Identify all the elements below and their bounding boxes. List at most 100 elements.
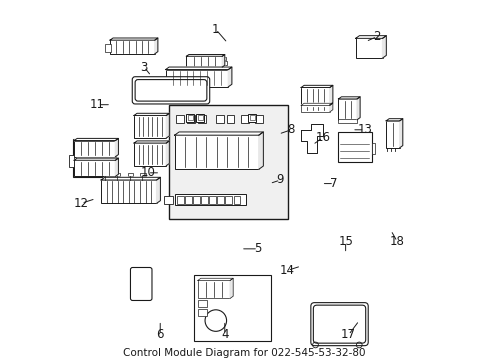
Bar bbox=[225, 196, 231, 204]
Bar bbox=[176, 115, 184, 123]
Text: 2: 2 bbox=[373, 30, 380, 43]
Polygon shape bbox=[166, 141, 169, 166]
Bar bbox=[241, 115, 248, 123]
Polygon shape bbox=[74, 158, 118, 160]
Polygon shape bbox=[356, 97, 359, 120]
Bar bbox=[338, 99, 356, 120]
Polygon shape bbox=[115, 158, 118, 176]
Polygon shape bbox=[382, 36, 386, 58]
Polygon shape bbox=[74, 138, 118, 140]
Text: 3: 3 bbox=[140, 60, 147, 73]
Text: 6: 6 bbox=[156, 328, 163, 341]
Bar bbox=[222, 60, 226, 65]
Bar bbox=[186, 114, 194, 122]
Bar bbox=[201, 196, 207, 204]
Bar bbox=[198, 115, 205, 123]
Text: 14: 14 bbox=[280, 264, 294, 277]
Polygon shape bbox=[101, 177, 160, 180]
Text: 5: 5 bbox=[254, 242, 261, 255]
Bar bbox=[73, 139, 116, 177]
Bar bbox=[222, 57, 225, 60]
Bar bbox=[185, 196, 191, 204]
Text: Control Module Diagram for 022-545-53-32-80: Control Module Diagram for 022-545-53-32… bbox=[123, 348, 365, 358]
Text: 15: 15 bbox=[338, 235, 352, 248]
Bar bbox=[233, 196, 240, 204]
Bar bbox=[194, 275, 271, 341]
Bar bbox=[226, 115, 234, 123]
Bar bbox=[198, 300, 206, 307]
FancyBboxPatch shape bbox=[132, 77, 209, 104]
Polygon shape bbox=[228, 67, 231, 87]
FancyBboxPatch shape bbox=[313, 305, 365, 343]
Text: 7: 7 bbox=[330, 177, 337, 190]
Polygon shape bbox=[222, 54, 224, 67]
Polygon shape bbox=[301, 103, 332, 105]
Text: 13: 13 bbox=[356, 123, 371, 136]
Polygon shape bbox=[355, 36, 386, 39]
Bar bbox=[196, 114, 203, 122]
Polygon shape bbox=[386, 119, 402, 121]
Bar bbox=[110, 40, 155, 54]
Polygon shape bbox=[329, 103, 332, 112]
Bar bbox=[193, 196, 199, 204]
Text: 17: 17 bbox=[340, 328, 355, 341]
Polygon shape bbox=[301, 125, 322, 153]
Bar bbox=[74, 160, 115, 176]
Polygon shape bbox=[399, 119, 402, 148]
Text: 10: 10 bbox=[140, 166, 155, 179]
Polygon shape bbox=[186, 54, 224, 56]
Text: 16: 16 bbox=[315, 131, 329, 144]
Bar bbox=[209, 196, 215, 204]
Polygon shape bbox=[115, 138, 118, 157]
Polygon shape bbox=[166, 113, 169, 138]
Bar bbox=[198, 280, 230, 298]
Bar bbox=[217, 196, 224, 204]
Bar bbox=[386, 121, 399, 148]
Bar bbox=[115, 173, 120, 176]
Polygon shape bbox=[134, 113, 169, 116]
FancyBboxPatch shape bbox=[169, 105, 287, 220]
Bar bbox=[301, 105, 329, 112]
Bar bbox=[102, 173, 108, 176]
Bar bbox=[355, 39, 382, 58]
Bar bbox=[247, 114, 255, 122]
Bar bbox=[337, 132, 371, 162]
Polygon shape bbox=[165, 67, 231, 69]
Bar bbox=[301, 87, 329, 105]
Polygon shape bbox=[198, 278, 233, 280]
Polygon shape bbox=[155, 38, 158, 54]
Bar bbox=[249, 116, 254, 121]
Text: 9: 9 bbox=[276, 174, 284, 186]
Text: 1: 1 bbox=[212, 23, 219, 36]
Bar bbox=[215, 115, 223, 123]
Bar bbox=[163, 196, 172, 204]
Bar bbox=[134, 143, 166, 166]
Bar bbox=[187, 116, 192, 121]
Bar bbox=[255, 115, 263, 123]
Bar bbox=[174, 194, 246, 205]
Bar bbox=[101, 180, 156, 203]
Bar bbox=[165, 69, 228, 87]
Polygon shape bbox=[301, 85, 332, 87]
Bar bbox=[187, 115, 195, 123]
Bar bbox=[371, 143, 375, 154]
Polygon shape bbox=[329, 85, 332, 105]
Polygon shape bbox=[174, 132, 263, 135]
FancyBboxPatch shape bbox=[130, 267, 152, 301]
Bar bbox=[338, 119, 356, 123]
Polygon shape bbox=[258, 132, 263, 169]
Bar bbox=[134, 116, 166, 138]
Bar bbox=[197, 116, 202, 121]
Polygon shape bbox=[156, 177, 160, 203]
Bar bbox=[74, 140, 115, 157]
Polygon shape bbox=[134, 141, 169, 143]
Bar bbox=[186, 56, 222, 67]
Bar bbox=[198, 309, 206, 316]
Bar bbox=[105, 44, 110, 51]
Polygon shape bbox=[110, 38, 158, 40]
Bar bbox=[127, 173, 133, 176]
Text: 18: 18 bbox=[389, 235, 404, 248]
Bar bbox=[140, 173, 145, 176]
Bar bbox=[174, 135, 258, 169]
Text: 4: 4 bbox=[221, 328, 228, 341]
